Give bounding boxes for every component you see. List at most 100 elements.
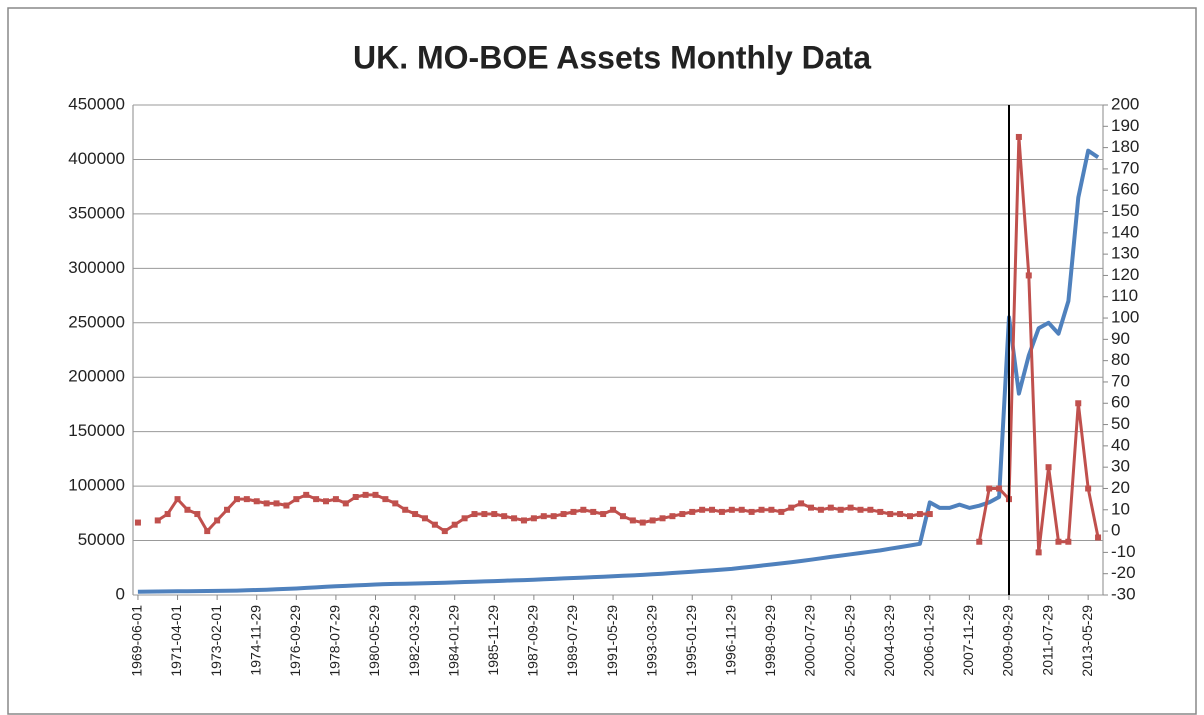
point-marker xyxy=(679,511,686,518)
point-marker xyxy=(224,506,231,513)
x-tick-label: 1984-01-29 xyxy=(445,605,461,677)
point-marker xyxy=(649,517,656,524)
point-marker xyxy=(748,508,755,515)
y-tick-label: 400000 xyxy=(68,149,125,168)
point-marker xyxy=(817,506,824,513)
point-marker xyxy=(332,496,339,503)
point-marker xyxy=(709,506,716,513)
y-tick-label: 100000 xyxy=(68,476,125,495)
point-marker xyxy=(897,511,904,518)
point-marker xyxy=(590,508,597,515)
x-tick-label: 1987-09-29 xyxy=(525,605,541,677)
point-marker xyxy=(669,513,676,520)
point-marker xyxy=(303,491,310,498)
x-tick-label: 1969-06-01 xyxy=(129,605,145,677)
y2-tick-label: 120 xyxy=(1111,265,1139,284)
point-marker xyxy=(798,500,805,507)
point-marker xyxy=(1045,464,1052,471)
point-marker xyxy=(481,511,488,518)
y2-tick-label: 130 xyxy=(1111,244,1139,263)
point-marker xyxy=(689,508,696,515)
y2-tick-label: -30 xyxy=(1111,584,1136,603)
point-marker xyxy=(283,502,290,509)
point-marker xyxy=(520,517,527,524)
point-marker xyxy=(471,511,478,518)
x-tick-label: 2009-09-29 xyxy=(1000,605,1016,677)
point-marker xyxy=(867,506,874,513)
y-tick-label: 350000 xyxy=(68,203,125,222)
point-marker xyxy=(540,513,547,520)
y2-tick-label: 160 xyxy=(1111,180,1139,199)
x-tick-label: 2002-05-29 xyxy=(841,605,857,677)
y2-tick-label: 180 xyxy=(1111,137,1139,156)
y2-tick-label: 190 xyxy=(1111,116,1139,135)
point-marker xyxy=(491,511,498,518)
point-marker xyxy=(233,496,240,503)
point-marker xyxy=(996,485,1003,492)
point-marker xyxy=(402,506,409,513)
point-marker xyxy=(580,506,587,513)
point-marker xyxy=(768,506,775,513)
x-tick-label: 2000-07-29 xyxy=(802,605,818,677)
y2-tick-label: 110 xyxy=(1111,286,1138,305)
point-marker xyxy=(273,500,280,507)
y-tick-label: 450000 xyxy=(68,94,125,113)
point-marker xyxy=(1095,534,1102,541)
point-marker xyxy=(1025,272,1032,279)
y2-tick-label: 70 xyxy=(1111,371,1130,390)
point-marker xyxy=(1085,485,1092,492)
y2-tick-label: 20 xyxy=(1111,478,1130,497)
point-marker xyxy=(501,513,508,520)
point-marker xyxy=(323,498,330,505)
point-marker xyxy=(174,496,181,503)
point-marker xyxy=(877,508,884,515)
point-marker xyxy=(887,511,894,518)
x-tick-label: 1996-11-29 xyxy=(723,605,739,676)
x-tick-label: 1998-09-29 xyxy=(762,605,778,677)
point-marker xyxy=(1065,538,1072,545)
point-marker xyxy=(600,511,607,518)
y2-tick-label: 40 xyxy=(1111,435,1130,454)
y2-tick-label: 90 xyxy=(1111,329,1130,348)
y2-tick-label: 200 xyxy=(1111,94,1139,113)
point-marker xyxy=(639,519,646,526)
point-marker xyxy=(1015,133,1022,140)
point-marker xyxy=(808,504,815,511)
x-tick-label: 2004-03-29 xyxy=(881,605,897,677)
point-marker xyxy=(837,506,844,513)
y2-tick-label: 150 xyxy=(1111,201,1139,220)
y-tick-label: 0 xyxy=(116,584,125,603)
point-marker xyxy=(421,515,428,522)
point-marker xyxy=(382,496,389,503)
y2-tick-label: -10 xyxy=(1111,542,1136,561)
point-marker xyxy=(629,517,636,524)
y-tick-label: 300000 xyxy=(68,258,125,277)
point-marker xyxy=(134,519,141,526)
point-marker xyxy=(431,521,438,528)
series-line xyxy=(137,148,1100,594)
y2-tick-label: 0 xyxy=(1111,521,1120,540)
point-marker xyxy=(194,511,201,518)
x-tick-label: 1985-11-29 xyxy=(485,605,501,676)
point-marker xyxy=(372,491,379,498)
x-tick-label: 1980-05-29 xyxy=(366,605,382,677)
y2-tick-label: 10 xyxy=(1111,499,1130,518)
point-marker xyxy=(718,508,725,515)
x-tick-label: 2013-05-29 xyxy=(1079,605,1095,677)
point-marker xyxy=(253,498,260,505)
point-marker xyxy=(214,517,221,524)
point-marker xyxy=(461,515,468,522)
y2-tick-label: 100 xyxy=(1111,308,1139,327)
point-marker xyxy=(154,517,161,524)
y2-tick-label: 50 xyxy=(1111,414,1130,433)
point-marker xyxy=(986,485,993,492)
point-marker xyxy=(847,504,854,511)
y-tick-label: 200000 xyxy=(68,367,125,386)
point-marker xyxy=(451,521,458,528)
point-marker xyxy=(788,504,795,511)
point-marker xyxy=(916,511,923,518)
point-marker xyxy=(352,494,359,500)
y2-tick-label: 60 xyxy=(1111,393,1130,412)
y-tick-label: 50000 xyxy=(78,530,125,549)
y2-tick-label: 170 xyxy=(1111,158,1139,177)
